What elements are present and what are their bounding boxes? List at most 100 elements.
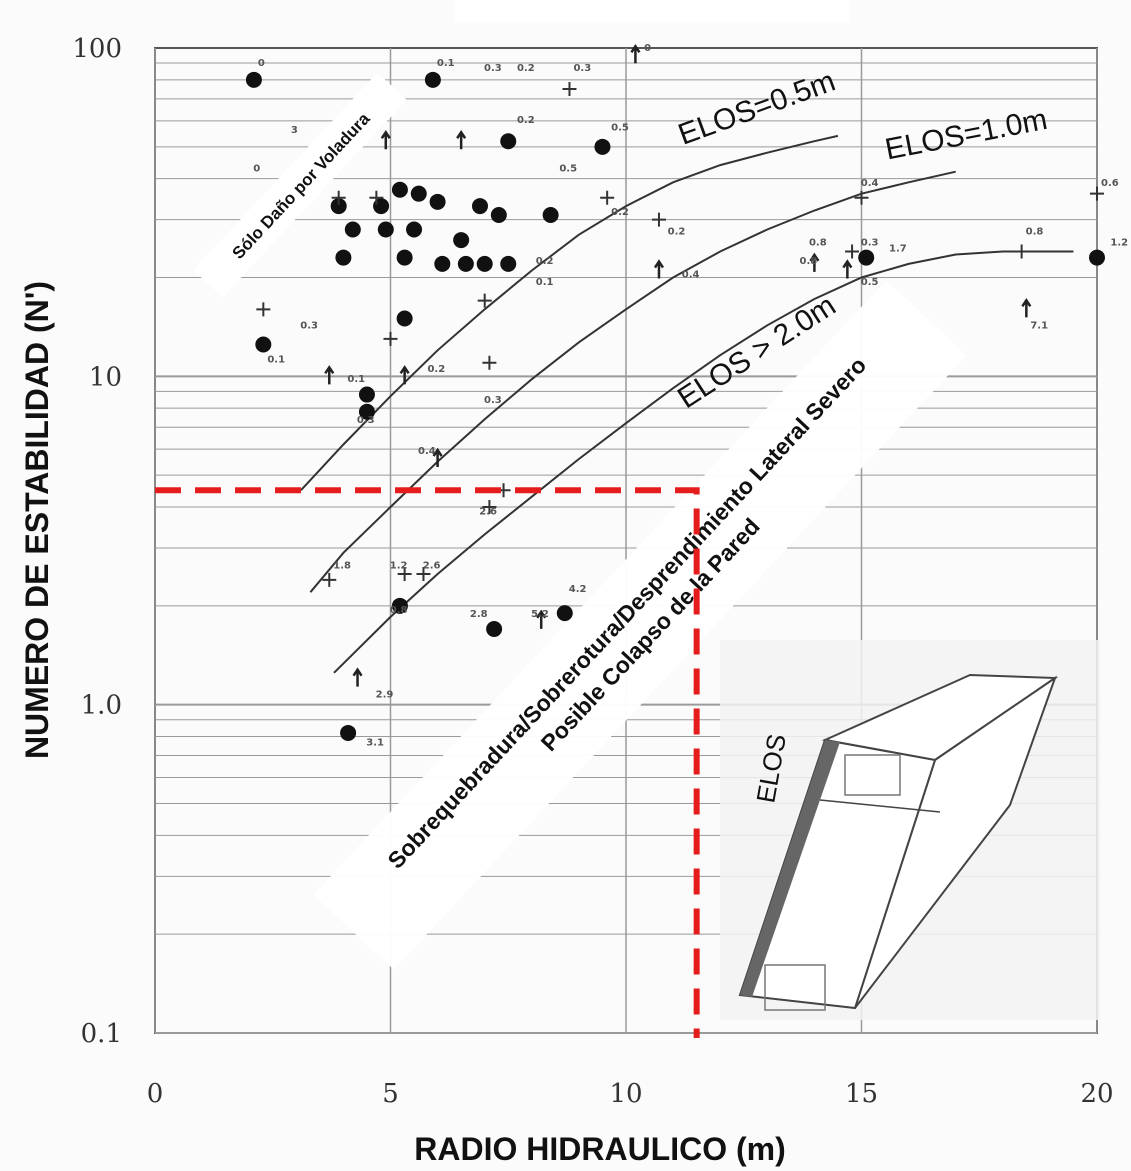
point-value-label: 0.2 [536, 256, 554, 267]
severe-zone-box [313, 280, 967, 970]
stope-overbreak-slab [740, 740, 840, 997]
data-point-arrow [809, 252, 820, 272]
point-value-label: 0.1 [267, 355, 285, 366]
y-tick-label: 1.0 [81, 691, 122, 721]
data-point-dot [457, 255, 474, 272]
tick-labels: 0 5 10 15 20 0.1 1.0 10 100 [72, 34, 1113, 1109]
point-value-label: 0.5 [861, 277, 879, 288]
point-value-label: 0.6 [1101, 178, 1119, 189]
elos-dimension-line [819, 799, 941, 813]
y-tick-label: 100 [72, 34, 122, 64]
data-point-dot [500, 133, 517, 150]
top-mask [455, 0, 850, 22]
point-value-label: 0.1 [347, 374, 365, 385]
point-value-label: 2.6 [479, 506, 497, 517]
y-tick-label: 10 [89, 362, 122, 392]
data-point-plus [256, 302, 271, 317]
data-point-dot [490, 207, 507, 224]
point-value-label: 0.3 [573, 63, 591, 74]
data-point-dot [410, 185, 427, 202]
data-point-dot [453, 232, 470, 249]
data-point-plus [331, 190, 346, 205]
point-value-label: 0.8 [809, 238, 827, 249]
stope-inset-diagram: ELOS [720, 640, 1100, 1020]
point-value-label: 2.6 [423, 560, 441, 571]
data-point-dot [556, 605, 573, 622]
x-tick-label: 10 [609, 1079, 642, 1109]
data-point-dot [486, 621, 503, 638]
elos-curve-0 [300, 134, 839, 491]
point-value-label: 1.8 [333, 560, 351, 571]
data-point-arrow [352, 667, 363, 687]
data-point-dot [358, 386, 375, 403]
data-point-plus [651, 212, 666, 227]
data-point-arrow [456, 129, 467, 150]
data-point-arrow [653, 259, 665, 279]
point-value-label: 0.5 [611, 123, 629, 134]
data-point-plus [482, 355, 497, 370]
point-labels: 0 0.1 0.3 0.2 0.3 0.2 0.5 3 0 0.5 0.2 0.2 0.4 0.2 0.1 0… [253, 43, 1128, 749]
data-point-dot [335, 249, 352, 266]
data-point-plus [1090, 186, 1104, 201]
x-axis-title: RADIO HIDRAULICO (m) [414, 1131, 786, 1167]
data-point-dot [377, 221, 394, 238]
data-point-dot [429, 193, 446, 210]
data-point-plus [1014, 244, 1029, 259]
data-point-arrow [630, 44, 641, 64]
point-value-label: 0.2 [427, 364, 445, 375]
data-point-plus [383, 331, 398, 346]
point-value-label: 4.2 [569, 584, 587, 595]
data-point-dot [476, 255, 493, 272]
data-point-arrow [380, 129, 391, 150]
data-point-plus [845, 244, 860, 259]
data-point-arrow [1021, 298, 1032, 318]
data-point-dot [434, 255, 451, 272]
data-points [245, 44, 1105, 741]
data-point-dot [594, 138, 611, 155]
point-value-label: 0.2 [517, 63, 535, 74]
data-point-plus [600, 190, 615, 205]
data-point-plus [416, 567, 431, 582]
x-tick-label: 0 [147, 1079, 164, 1109]
data-point-dot [500, 255, 517, 272]
point-value-label: 0.2 [668, 227, 686, 238]
data-point-dot [391, 597, 408, 614]
data-point-dot [858, 249, 875, 266]
elos-curve-2 [333, 250, 1074, 674]
point-value-label: 0.2 [517, 115, 535, 126]
point-value-label: 3.1 [366, 738, 384, 749]
point-value-label: 1.2 [1110, 238, 1128, 249]
point-value-label: 0.4 [682, 269, 700, 280]
point-value-label: 0.1 [437, 58, 455, 69]
blast-only-box [193, 72, 407, 298]
inset-upper-rect [844, 754, 901, 796]
y-axis-title-group: NUMERO DE ESTABILIDAD (N') [19, 281, 55, 759]
point-value-label: 0.8 [1026, 227, 1044, 238]
data-point-dot [344, 221, 361, 238]
x-tick-label: 5 [382, 1079, 399, 1109]
point-value-label: 0.3 [357, 415, 375, 426]
point-value-label: 0.3 [300, 320, 318, 331]
point-value-label: 0.8 [800, 256, 818, 267]
data-point-plus [322, 572, 337, 587]
data-point-arrow [399, 365, 410, 385]
data-point-dot [396, 310, 413, 327]
point-value-label: 0.3 [484, 395, 502, 406]
data-point-plus [482, 499, 497, 514]
data-point-arrow [842, 259, 853, 279]
point-value-label: 0.2 [611, 207, 629, 218]
data-point-dot [358, 403, 375, 420]
data-point-dot [471, 198, 488, 215]
y-tick-label: 0.1 [81, 1019, 122, 1049]
point-value-label: 0.4 [418, 446, 436, 457]
threshold-dashed-line [155, 487, 700, 1038]
y-axis-title: NUMERO DE ESTABILIDAD (N') [19, 281, 55, 759]
point-value-label: 1.7 [889, 243, 907, 254]
data-point-plus [477, 293, 492, 308]
point-value-label: 0 [644, 43, 651, 54]
x-tick-label: 15 [845, 1079, 878, 1109]
point-value-label: 2.9 [376, 690, 394, 701]
data-point-arrow [324, 365, 335, 385]
point-value-label: 0 [258, 58, 265, 69]
